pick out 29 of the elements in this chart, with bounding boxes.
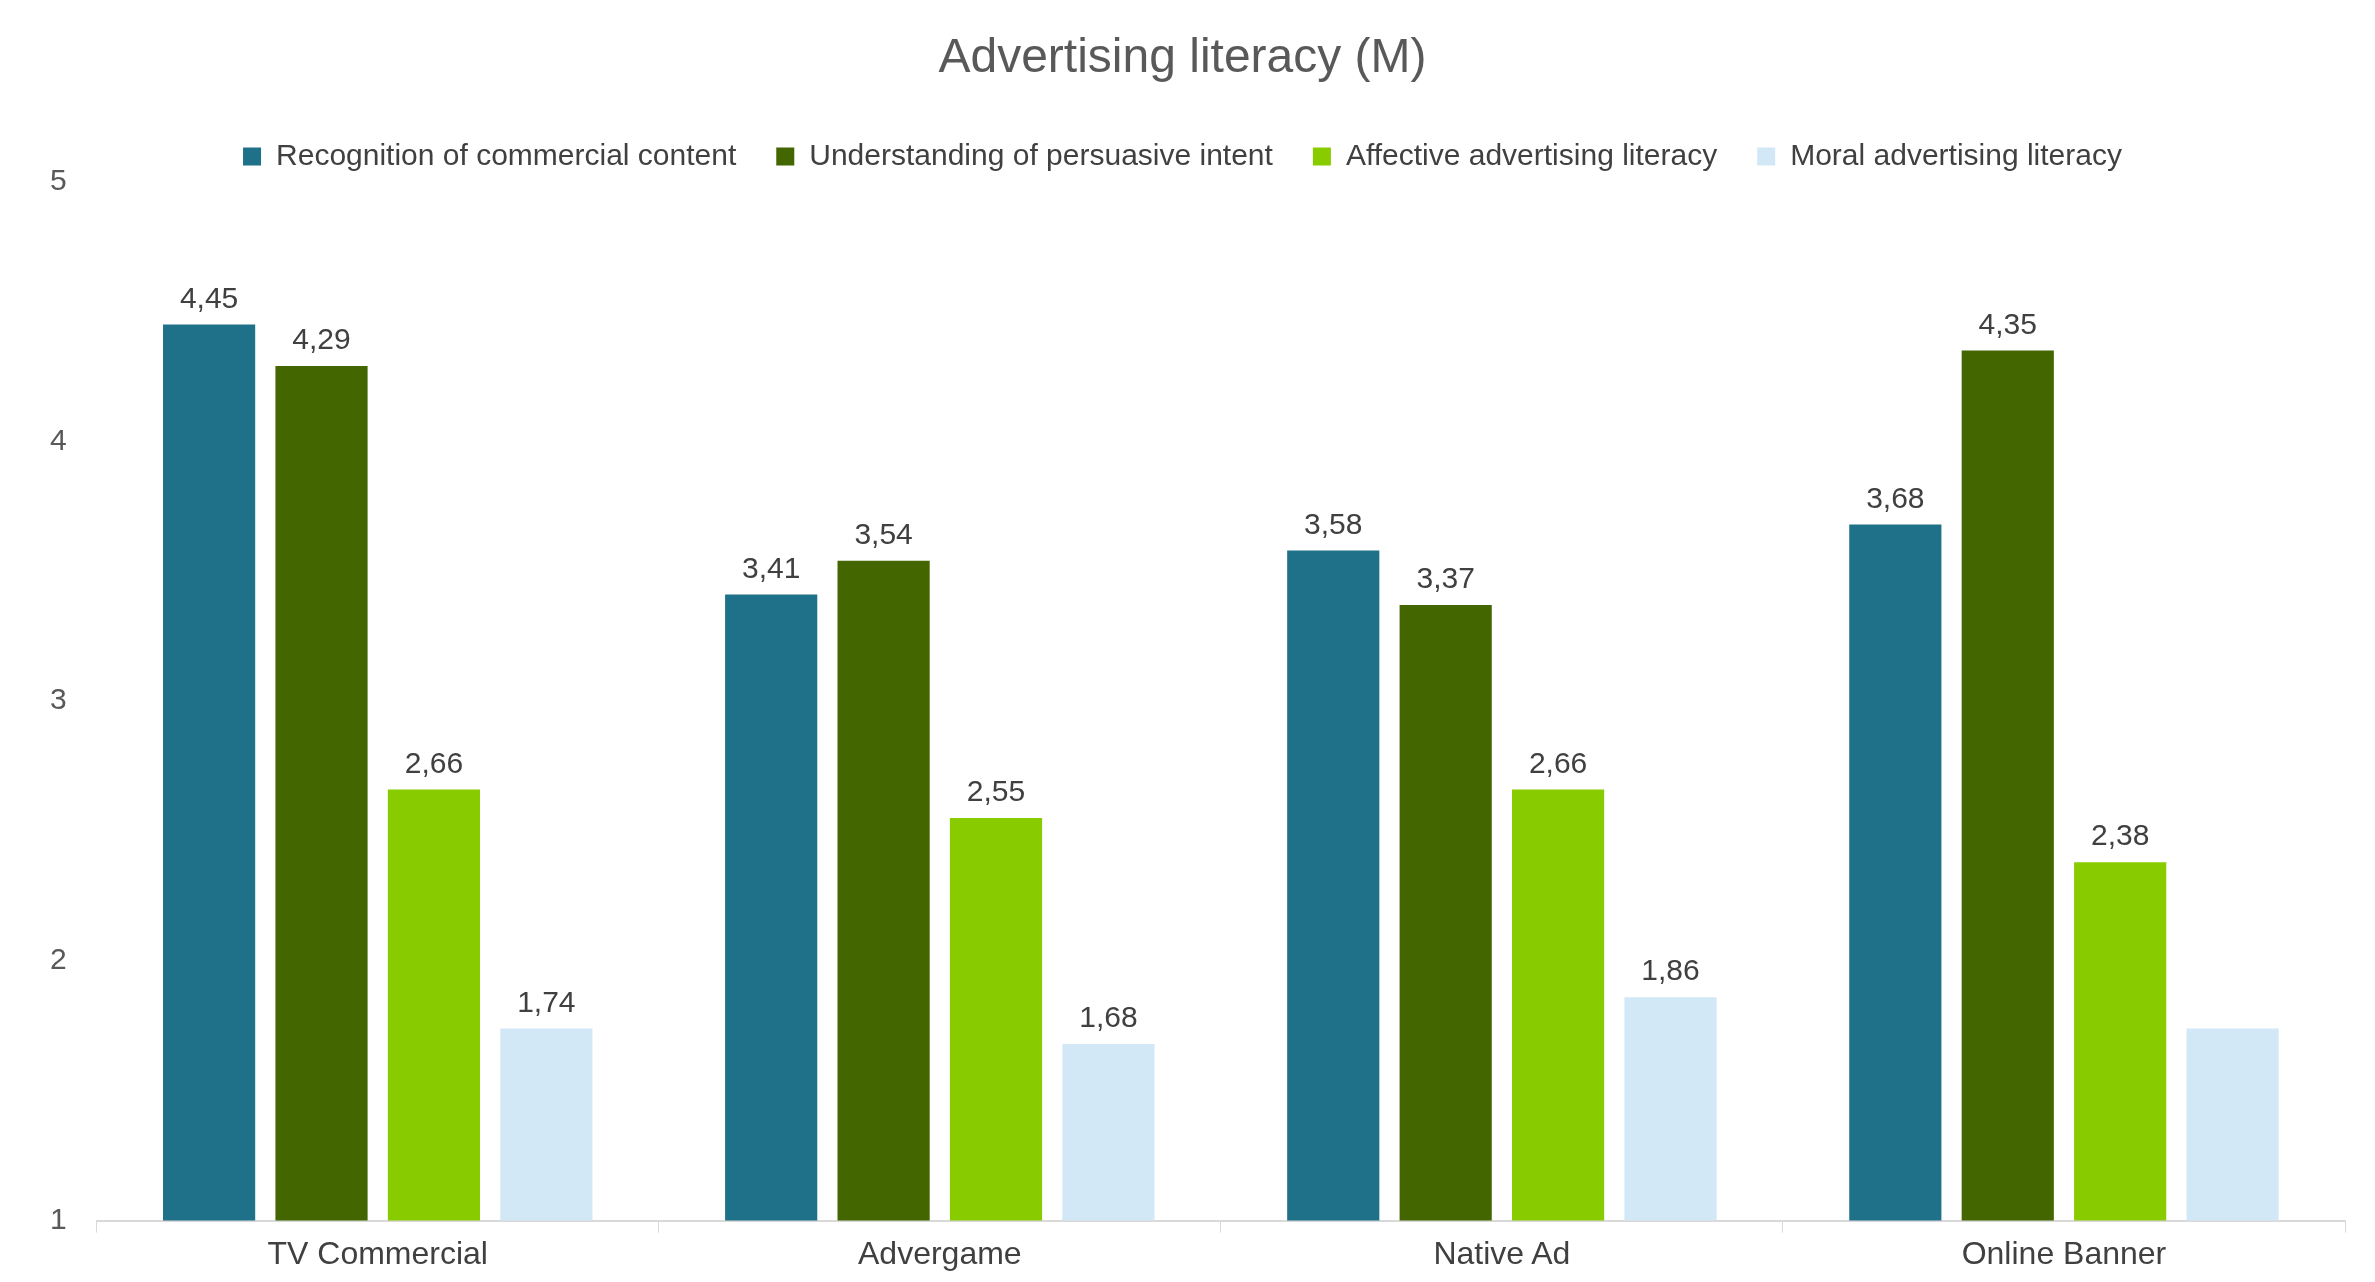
data-label: 1,86 [1641, 953, 1700, 987]
y-tick-label: 5 [50, 162, 67, 196]
x-tick-label: Online Banner [1961, 1234, 2167, 1271]
legend-label: Affective advertising literacy [1345, 137, 1718, 171]
y-tick-label: 1 [50, 1201, 67, 1235]
chart-title: Advertising literacy (M) [938, 29, 1427, 83]
data-label: 1,74 [517, 984, 576, 1018]
y-tick-label: 2 [50, 942, 67, 976]
data-label: 2,66 [404, 745, 464, 779]
legend-label: Moral advertising literacy [1790, 137, 2122, 171]
data-label: 2,38 [2090, 818, 2150, 852]
data-label: 4,35 [1978, 306, 2037, 340]
data-label: 3,41 [741, 550, 801, 584]
data-label: 4,45 [179, 280, 239, 314]
data-label: 2,55 [966, 774, 1026, 808]
data-label: 3,54 [854, 517, 913, 551]
data-label: 3,37 [1416, 561, 1475, 595]
legend-label: Recognition of commercial content [276, 137, 737, 171]
data-label: 2,66 [1528, 745, 1588, 779]
x-tick-label: Native Ad [1433, 1234, 1571, 1271]
y-tick-label: 3 [50, 682, 67, 716]
legend-label: Understanding of persuasive intent [809, 137, 1274, 171]
data-label: 1,68 [1079, 1000, 1138, 1034]
data-label: 3,58 [1304, 506, 1363, 540]
data-label: 3,68 [1866, 480, 1925, 514]
y-tick-label: 4 [50, 422, 67, 456]
x-tick-label: TV Commercial [267, 1234, 488, 1271]
data-label: 4,29 [292, 322, 351, 356]
x-tick-label: Advergame [857, 1234, 1022, 1271]
